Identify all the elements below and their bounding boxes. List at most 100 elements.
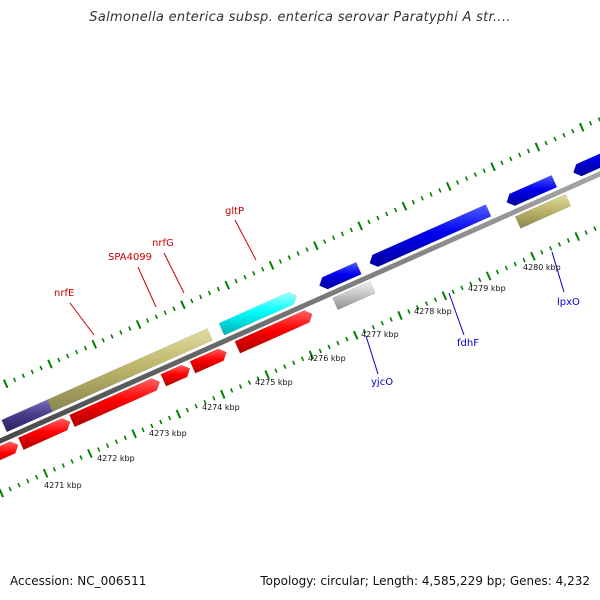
lower-tick-track	[0, 226, 597, 498]
lower-tick	[52, 466, 57, 472]
gene-leader-line	[551, 251, 565, 293]
feature-nrfE-khaki	[46, 328, 213, 412]
lower-tick	[424, 301, 429, 306]
genome-backbone	[0, 171, 600, 444]
lower-tick	[513, 261, 517, 267]
upper-tick	[21, 373, 26, 379]
lower-tick	[495, 269, 500, 275]
upper-tick	[349, 227, 353, 233]
lower-tick	[362, 328, 367, 334]
lower-tick	[283, 364, 287, 370]
lower-tick	[469, 281, 473, 287]
lower-tick	[451, 289, 455, 295]
upper-tick	[331, 235, 336, 241]
lower-tick	[352, 330, 359, 340]
feature-khaki-right	[514, 193, 572, 229]
lower-tick	[97, 447, 101, 452]
upper-tick	[91, 339, 98, 349]
upper-tick	[57, 357, 61, 363]
upper-tick	[340, 231, 345, 237]
lower-tick	[593, 226, 597, 232]
lower-tick	[557, 242, 562, 247]
upper-tick	[207, 290, 212, 296]
upper-tick	[500, 160, 504, 166]
lower-tick	[8, 486, 12, 492]
upper-tick	[135, 319, 142, 330]
upper-tick	[455, 180, 460, 185]
lower-tick	[123, 435, 127, 441]
upper-tick	[509, 156, 513, 162]
lower-tick	[540, 249, 544, 255]
lower-tick	[584, 230, 588, 235]
backbone-line	[0, 171, 600, 444]
upper-tick	[571, 128, 575, 134]
tick-label: 4271 kbp	[44, 481, 82, 490]
upper-tick	[172, 306, 176, 312]
upper-tick	[323, 239, 327, 245]
upper-tick	[66, 353, 70, 359]
feature-fdhF	[369, 204, 492, 268]
upper-tick	[438, 188, 442, 193]
feature-gltP	[218, 292, 297, 336]
upper-tick	[445, 181, 452, 192]
upper-tick	[224, 280, 231, 290]
feature-yjcO	[332, 280, 376, 311]
gene-label-spa4099: SPA4099	[108, 252, 152, 263]
lower-tick	[336, 340, 340, 346]
lower-tick	[485, 271, 492, 281]
lower-tick	[0, 488, 5, 498]
lower-tick	[26, 478, 30, 484]
topology-text: Topology: circular; Length: 4,585,229 bp…	[260, 574, 590, 588]
lower-tick	[185, 407, 189, 413]
lower-tick	[327, 344, 331, 350]
lower-tick	[308, 350, 315, 360]
lower-tick	[522, 257, 526, 263]
upper-tick	[534, 142, 541, 152]
lower-tick	[433, 297, 438, 303]
lower-tick	[105, 443, 110, 449]
upper-tick	[30, 369, 34, 375]
upper-tick	[2, 379, 9, 389]
feature-track	[0, 153, 600, 461]
upper-tick	[357, 221, 363, 231]
feature-blue-right	[506, 174, 558, 207]
lower-tick	[70, 459, 74, 464]
lower-tick	[131, 429, 137, 439]
tick-label: 4272 kbp	[97, 454, 135, 463]
upper-tick	[252, 270, 256, 276]
upper-tick	[47, 359, 53, 369]
lower-tick	[256, 376, 260, 381]
upper-tick	[544, 140, 548, 146]
upper-tick	[287, 255, 291, 260]
accession-text: Accession: NC_006511	[10, 574, 147, 588]
upper-tick	[562, 132, 566, 138]
upper-tick	[199, 294, 203, 300]
tick-labels: 4271 kbp 4272 kbp 4273 kbp 4274 kbp 4275 kbp…	[44, 263, 561, 490]
upper-tick	[526, 148, 531, 154]
lower-tick	[238, 384, 243, 389]
upper-tick	[313, 241, 319, 251]
lower-tick	[247, 380, 252, 385]
lower-tick	[42, 468, 49, 478]
upper-tick	[385, 211, 389, 217]
lower-tick	[194, 403, 198, 409]
tick-label: 4278 kbp	[414, 307, 452, 316]
upper-tick	[268, 260, 275, 270]
upper-tick	[578, 122, 585, 132]
lower-tick	[380, 320, 384, 326]
lower-tick	[167, 415, 172, 421]
lower-tick	[530, 251, 536, 261]
lower-tick	[478, 277, 482, 283]
lower-tick	[141, 427, 145, 433]
upper-tick	[243, 274, 247, 280]
feature-nrfF	[189, 348, 227, 374]
feature-blue-edge	[573, 153, 600, 177]
upper-tick	[278, 259, 283, 264]
upper-tick	[163, 310, 167, 316]
upper-tick	[74, 349, 79, 355]
lower-tick	[397, 310, 403, 320]
lower-tick	[220, 389, 226, 399]
lower-tick	[175, 409, 182, 419]
upper-tick	[588, 120, 593, 126]
